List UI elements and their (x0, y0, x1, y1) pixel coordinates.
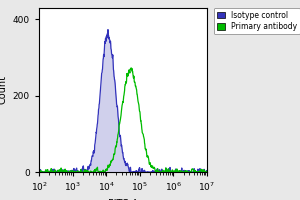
Y-axis label: Count: Count (0, 75, 7, 104)
X-axis label: FITC-A: FITC-A (108, 199, 138, 200)
Legend: Isotype control, Primary antibody: Isotype control, Primary antibody (214, 8, 300, 34)
